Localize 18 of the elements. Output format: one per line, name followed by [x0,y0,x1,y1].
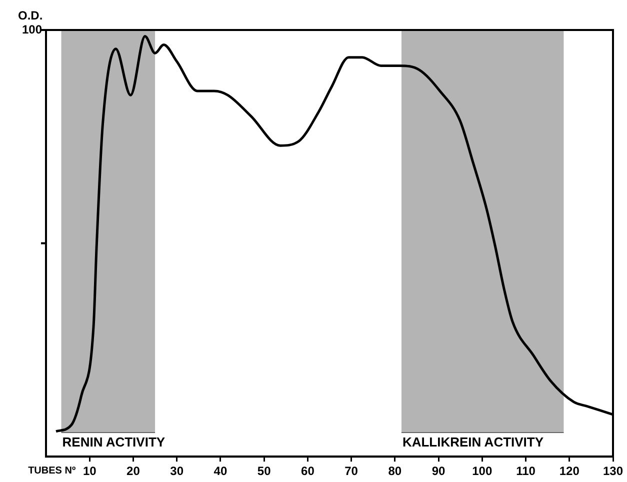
x-axis-title: TUBES Nº [28,465,76,476]
x-tick-label: 60 [301,464,315,478]
x-tick-label: 10 [82,464,97,478]
x-tick-label: 130 [602,464,624,478]
band-label: KALLIKREIN ACTIVITY [402,434,544,450]
text: 100 [22,22,42,36]
x-tick-label: 20 [126,464,140,478]
x-tick-label: 90 [432,464,446,478]
x-tick-label: 70 [344,464,358,478]
x-tick-label: 50 [257,464,272,478]
band-label: RENIN ACTIVITY [62,434,166,450]
x-tick-label: 100 [472,464,492,478]
x-tick-label: 80 [388,464,402,478]
x-tick-label: 120 [559,464,580,478]
x-tick-label: 40 [214,464,228,478]
x-tick-label: 30 [170,464,184,478]
x-tick-label: 110 [516,464,536,478]
y-axis-title: O.D. [18,8,43,22]
